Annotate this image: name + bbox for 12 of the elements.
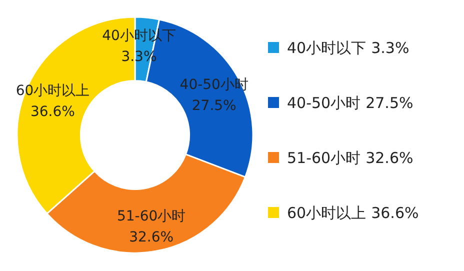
legend-label: 51-60小时 (287, 149, 361, 167)
text: 3.3% (371, 39, 410, 57)
legend-label: 40小时以下 (287, 39, 366, 57)
legend-label: 40-50小时 (287, 94, 361, 112)
data-label: 32.6% (129, 230, 174, 246)
legend-label: 60小时以上 (287, 204, 366, 222)
text: 32.6% (366, 149, 414, 167)
slice-label: 51-60小时 (116, 208, 186, 225)
text: 27.5% (366, 94, 414, 112)
text: 36.6% (371, 204, 419, 222)
data-label: 36.6% (30, 104, 75, 120)
data-label: 27.5% (192, 98, 236, 114)
